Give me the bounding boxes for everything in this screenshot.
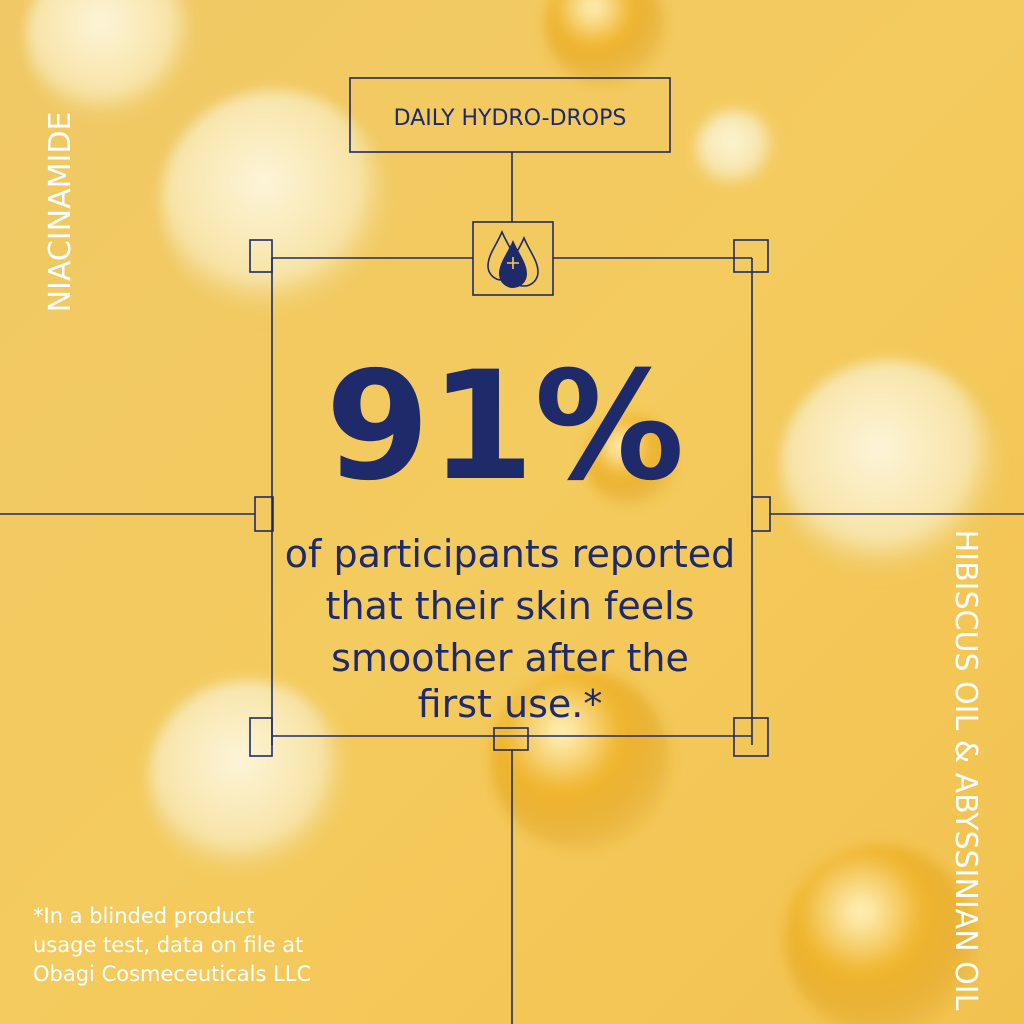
- ingredient-left: NIACINAMIDE: [43, 112, 78, 313]
- footnote-line: *In a blinded product: [33, 904, 255, 928]
- product-label: DAILY HYDRO-DROPS: [394, 106, 627, 131]
- description-line: that their skin feels: [326, 584, 695, 628]
- description-line: of participants reported: [285, 532, 735, 576]
- footnote: *In a blinded product usage test, data o…: [33, 904, 311, 986]
- description-line: first use.*: [418, 682, 603, 726]
- frame: [0, 77, 1024, 1024]
- stat-value: 91%: [325, 340, 684, 514]
- footnote-line: Obagi Cosmeceuticals LLC: [33, 962, 311, 986]
- footnote-line: usage test, data on file at: [33, 933, 303, 957]
- description-line: smoother after the: [331, 636, 689, 680]
- decor: [25, 0, 1000, 1024]
- stat-description: of participants reported that their skin…: [285, 532, 735, 726]
- ingredient-right: HIBISCUS OIL & ABYSSINIAN OIL: [948, 530, 983, 1011]
